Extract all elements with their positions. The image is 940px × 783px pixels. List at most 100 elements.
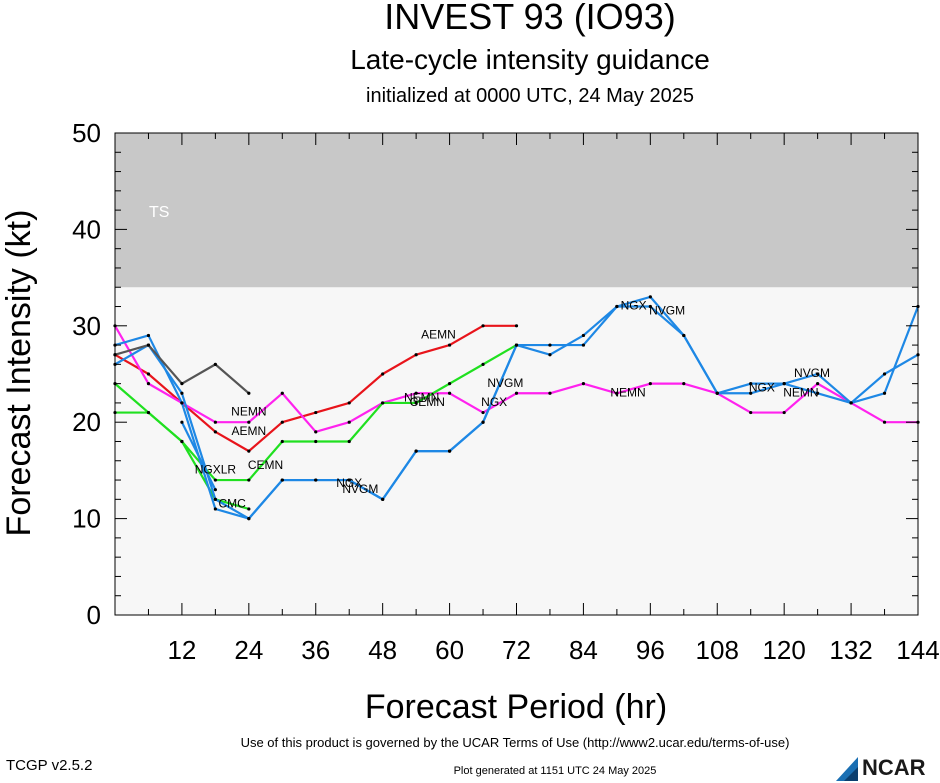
data-point-nvgm [882,391,887,395]
data-point-aemn [414,353,418,357]
data-point-aemn [447,343,452,347]
data-point-nvgm [247,517,251,521]
data-point-cemn [280,439,284,444]
data-point-ngxlr [213,488,217,492]
data-point-nvgm [849,401,853,405]
data-point-nvgm [180,391,184,395]
x-tick-label: 24 [234,635,263,665]
data-point-nvgm [347,478,351,482]
data-point-nemn [146,382,151,386]
x-tick-label: 84 [569,635,598,665]
data-point-nemn [548,391,552,395]
data-point-ngx [146,333,151,338]
intensity-bands: TS [115,133,918,288]
data-point-cemn [213,478,217,482]
x-tick-label: 96 [636,635,665,665]
data-point-ngx [213,507,217,511]
data-point-nemn [581,382,586,386]
data-point-aemn [381,372,385,376]
data-point-nvgm [514,343,519,347]
data-point-cmc [146,410,151,415]
data-point-cemn [247,478,251,482]
x-tick-label: 120 [762,635,805,665]
data-point-nvgm [816,372,820,376]
x-tick-label: 132 [829,635,872,665]
data-point-cemn [481,362,485,366]
data-point-cemn [314,439,318,444]
data-point-nemn [648,382,652,386]
series-label-nemn: NEMN [783,385,818,399]
x-tick-label: 144 [896,635,939,665]
band-label-ts: TS [149,204,169,221]
data-point-nemn [213,420,217,424]
data-point-nemn [514,391,519,395]
ncar-logo-text: NCAR [862,755,926,780]
data-point-cemn [414,401,418,405]
series-label-cmc: CMC [218,496,246,510]
data-point-nemn [347,420,351,424]
data-point-nemn [682,382,686,386]
data-point-ngxlr [180,420,184,424]
chart-init-time: initialized at 0000 UTC, 24 May 2025 [366,85,694,107]
data-point-unlabeled [247,391,251,395]
data-point-nvgm [414,449,418,453]
x-tick-label: 72 [502,635,531,665]
series-label-nvgm: NVGM [487,376,523,390]
data-point-ngx [882,372,887,376]
x-tick-label: 60 [435,635,464,665]
ncar-logo: NCAR [836,755,936,783]
data-point-aemn [247,449,251,453]
x-tick-label: 48 [368,635,397,665]
data-point-cemn [381,401,385,405]
series-label-cemn: CEMN [248,458,283,472]
data-point-ngx [648,304,652,309]
series-label-nemn: NEMN [231,405,266,419]
data-point-cemn [347,439,351,444]
series-label-ngx: NGX [621,299,647,313]
series-label-ngxlr: NGXLR [195,463,237,477]
data-point-nvgm [548,343,552,347]
data-point-ngx [816,391,820,395]
y-tick-label: 0 [87,600,101,630]
data-point-nvgm [749,391,753,395]
data-point-nvgm [213,497,217,501]
data-point-nemn [280,391,284,395]
version-label: TCGP v2.5.2 [6,757,93,774]
series-label-ngx: NGX [336,476,362,490]
data-point-aemn [347,401,351,405]
generated-time: Plot generated at 1151 UTC 24 May 2025 [453,765,657,777]
data-point-nemn [414,391,418,395]
series-label-ngx: NGX [749,381,775,395]
data-point-aemn [280,420,284,424]
data-point-aemn [314,410,318,415]
y-ticks: 0 10 20 30 40 50 [72,118,918,630]
data-point-ngx [581,333,586,338]
y-tick-label: 10 [72,504,101,534]
data-point-nemn [782,410,786,415]
data-point-nvgm [280,478,284,482]
data-point-nvgm [381,497,385,501]
series-label-aemn: AEMN [421,328,456,342]
data-point-cmc [247,507,251,511]
series-line-ngxlr [180,421,217,491]
ncar-logo-icon [836,757,858,781]
x-axis-title: Forecast Period (hr) [365,688,667,726]
data-point-unlabeled [180,382,184,386]
data-point-cmc [180,439,184,444]
data-point-unlabeled [213,362,217,366]
data-point-nvgm [715,391,719,395]
data-point-ngx [180,401,184,405]
y-tick-label: 40 [72,214,101,244]
data-point-aemn [146,372,151,376]
y-axis-title: Forecast Intensity (kt) [0,210,38,537]
chart-title: INVEST 93 (IO93) [384,0,676,37]
data-point-nvgm [314,478,318,482]
data-point-nemn [749,410,753,415]
data-point-aemn [514,324,519,328]
series-label-ngx: NGX [481,395,507,409]
series-points [113,295,920,521]
data-point-nemn [816,382,820,386]
data-point-nvgm [447,449,452,453]
